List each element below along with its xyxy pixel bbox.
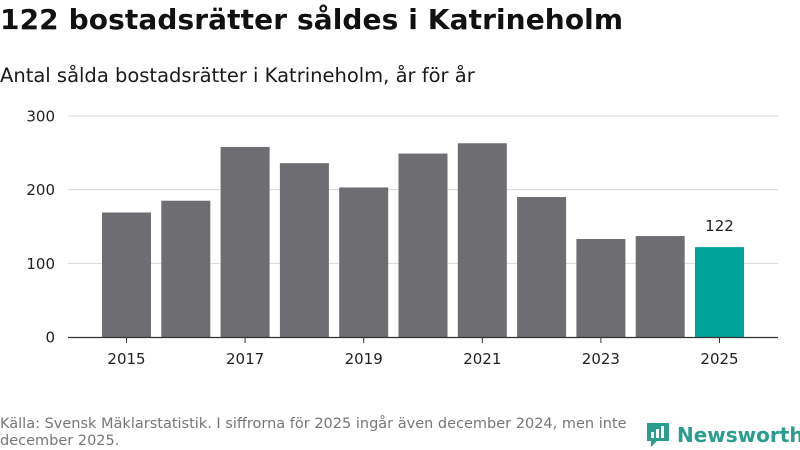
bar-2023	[576, 239, 626, 337]
y-tick-label: 100	[26, 255, 55, 273]
bars	[102, 143, 744, 337]
bar-2025	[695, 247, 744, 337]
bar-2016	[161, 200, 211, 337]
data-labels: 122	[705, 217, 734, 235]
chart-subtitle: Antal sålda bostadsrätter i Katrineholm,…	[0, 64, 475, 87]
bar-2021	[457, 143, 507, 337]
brand-logo[interactable]: Newsworthy	[645, 420, 800, 450]
bar-2020	[398, 153, 448, 337]
bar-2019	[339, 187, 389, 337]
bar-2024	[635, 236, 685, 337]
x-tick-label: 2015	[107, 350, 145, 368]
bar-2022	[517, 197, 567, 337]
source-note: Källa: Svensk Mäklarstatistik. I siffror…	[0, 416, 627, 449]
y-tick-label: 300	[26, 108, 55, 126]
data-label: 122	[705, 217, 734, 235]
axes: 0 100 200 300 2015 2017 2019 2021 2023 2025	[26, 108, 778, 368]
bar-2015	[102, 212, 151, 337]
bar-chart-icon	[647, 423, 669, 447]
x-tick-label: 2019	[345, 350, 383, 368]
x-tick-label: 2017	[226, 350, 264, 368]
x-tick-label: 2025	[700, 350, 738, 368]
bar-2018	[279, 163, 329, 337]
x-tick-label: 2021	[463, 350, 501, 368]
bar-2017	[220, 146, 270, 337]
y-tick-label: 200	[26, 181, 55, 199]
chart-title: 122 bostadsrätter såldes i Katrineholm	[0, 3, 624, 36]
y-tick-label: 0	[45, 329, 55, 347]
x-tick-label: 2023	[582, 350, 620, 368]
brand-name: Newsworthy	[677, 423, 800, 447]
